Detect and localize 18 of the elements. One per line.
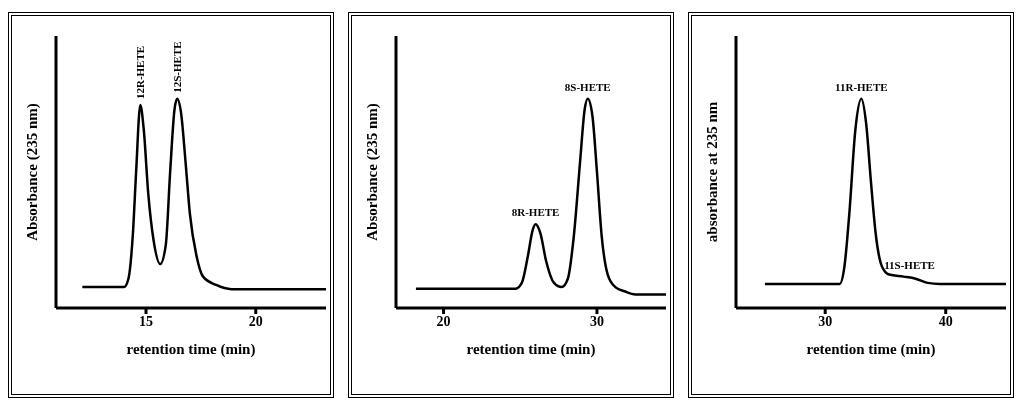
y-axis-title: Absorbance (235 nm) [364,103,382,241]
annotation: 12R-HETE [134,45,147,100]
x-tick-label: 15 [139,313,153,329]
annotation: 11S-HETE [884,258,935,271]
y-axis-title: Absorbance (235 nm) [24,103,42,241]
annotation: 12S-HETE [171,41,184,93]
x-tick-label: 20 [248,313,263,329]
x-tick-label: 40 [938,313,953,329]
x-tick-label: 30 [818,313,833,329]
annotation: 8S-HETE [564,80,611,93]
x-axis-title: retention time (min) [126,341,256,358]
x-tick-label: 20 [436,313,451,329]
x-axis-title: retention time (min) [466,341,596,358]
x-axis-title: retention time (min) [806,341,936,358]
x-tick-label: 30 [589,313,604,329]
y-axis-title: absorbance at 235 nm [704,101,721,243]
annotation: 11R-HETE [835,80,888,93]
annotation: 8R-HETE [511,206,560,219]
